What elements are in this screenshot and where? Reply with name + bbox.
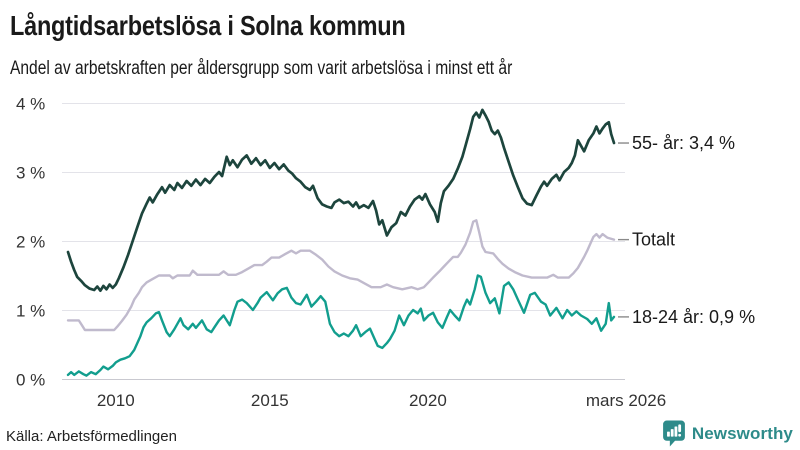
- y-tick-label: 4 %: [16, 95, 45, 114]
- newsworthy-wordmark: Newsworthy: [691, 423, 793, 443]
- series-line-totalt: [66, 219, 616, 332]
- newsworthy-brand: Newsworthy: [662, 420, 793, 447]
- series-line-18-24-r: [66, 274, 616, 377]
- x-tick-label: 2020: [409, 391, 447, 410]
- y-tick-label: 0 %: [16, 371, 45, 390]
- page-title: Långtidsarbetslösa i Solna kommun: [10, 10, 406, 41]
- series-end-label: Totalt: [632, 230, 675, 250]
- chart-subtitle: Andel av arbetskraften per åldersgrupp s…: [10, 58, 513, 79]
- y-tick-label: 1 %: [16, 302, 45, 321]
- x-tick-label: 2010: [97, 391, 135, 410]
- series-line-55-r: [66, 108, 616, 293]
- series-end-label: 55- år: 3,4 %: [632, 133, 735, 153]
- series-end-label: 18-24 år: 0,9 %: [632, 307, 755, 327]
- newsworthy-logo-icon: [662, 420, 685, 447]
- x-tick-label: 2015: [251, 391, 289, 410]
- y-tick-label: 3 %: [16, 164, 45, 183]
- y-tick-label: 2 %: [16, 233, 45, 252]
- x-tick-label: mars 2026: [586, 391, 666, 410]
- source-note: Källa: Arbetsförmedlingen: [6, 428, 177, 445]
